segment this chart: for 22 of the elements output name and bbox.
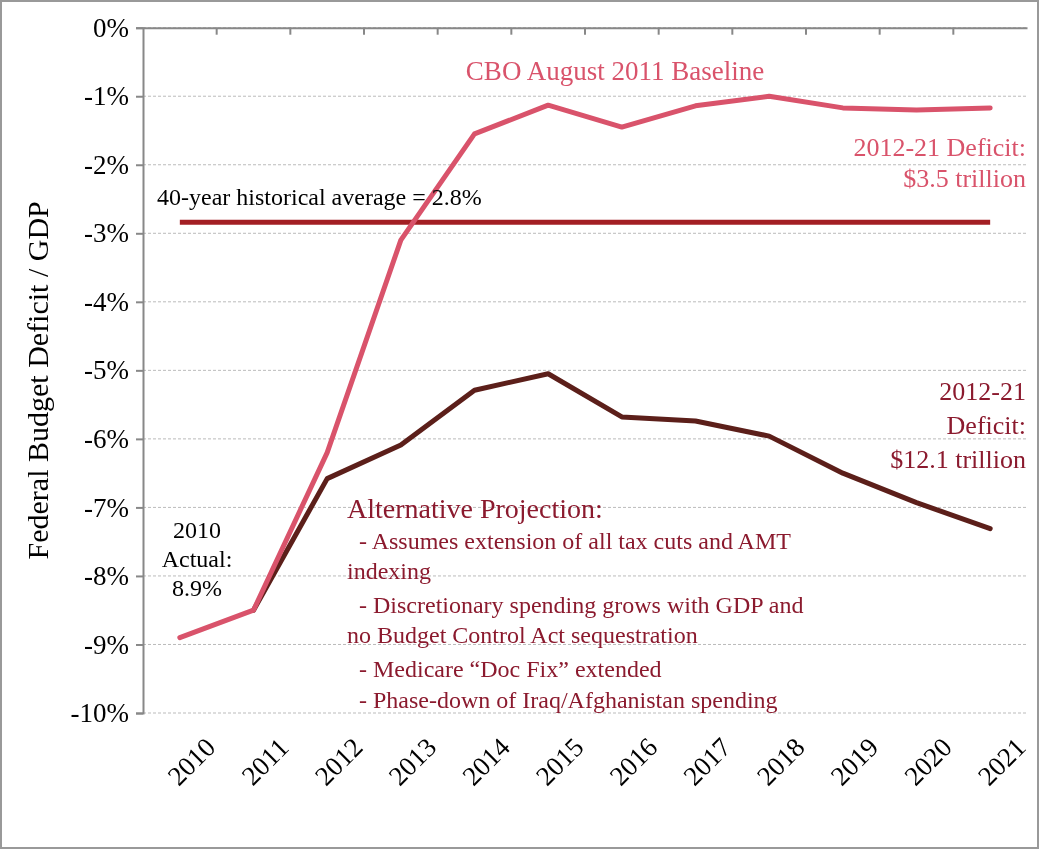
- y-tick-label: -4%: [84, 286, 129, 317]
- y-tick-label: 0%: [93, 12, 129, 43]
- series-label: CBO August 2011 Baseline: [465, 56, 765, 86]
- y-tick-label: -8%: [84, 561, 129, 592]
- annotation: - Assumes extension of all tax cuts and AMT indexing: [347, 528, 792, 584]
- y-tick-label: -5%: [84, 355, 129, 386]
- y-tick-label: -7%: [84, 492, 129, 523]
- annotation: - Phase-down of Iraq/Afghanistan spending: [347, 687, 778, 713]
- annotation: - Discretionary spending grows with GDP and no Budget Control Act sequestration: [347, 592, 804, 648]
- y-tick-label: -9%: [84, 629, 129, 660]
- y-tick-label: -3%: [84, 218, 129, 249]
- annotation: 2010 Actual: 8.9%: [161, 517, 233, 601]
- y-tick-label: -6%: [84, 424, 129, 455]
- annotation: Alternative Projection:: [347, 493, 603, 524]
- annotation: - Medicare “Doc Fix” extended: [347, 656, 662, 682]
- annotation: 2012-21 Deficit: $12.1 trillion: [890, 377, 1026, 474]
- y-tick-label: -2%: [84, 149, 129, 180]
- annotation: 40-year historical average = 2.8%: [157, 184, 482, 210]
- y-axis-title: Federal Budget Deficit / GDP: [21, 201, 54, 560]
- y-tick-label: -1%: [84, 81, 129, 112]
- y-tick-label: -10%: [70, 698, 129, 729]
- annotation: 2012-21 Deficit: $3.5 trillion: [853, 133, 1026, 193]
